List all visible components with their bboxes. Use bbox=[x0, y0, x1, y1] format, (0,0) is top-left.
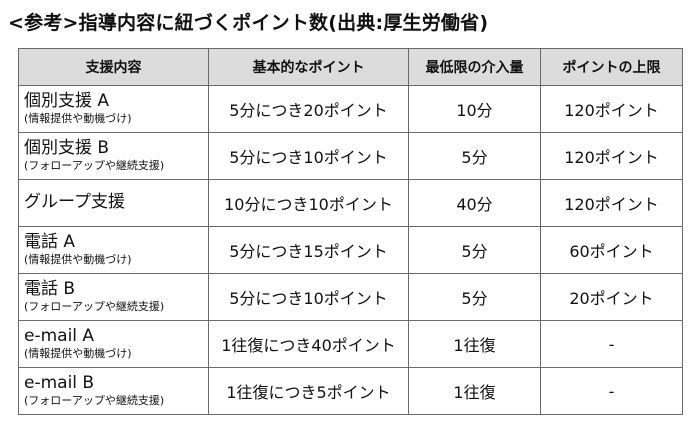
limit-cell: 60ポイント bbox=[540, 226, 683, 274]
header-basic-points: 基本的なポイント bbox=[208, 48, 409, 86]
table-row: 電話 B (フォローアップや継続支援) 5分につき10ポイント 5分 20ポイン… bbox=[18, 273, 683, 321]
header-point-limit: ポイントの上限 bbox=[540, 48, 683, 86]
basic-points-cell: 5分につき10ポイント bbox=[208, 132, 409, 180]
basic-points-cell: 5分につき20ポイント bbox=[208, 85, 409, 133]
table-row: グループ支援 10分につき10ポイント 40分 120ポイント bbox=[18, 179, 683, 227]
support-cell: グループ支援 bbox=[18, 179, 209, 227]
minimum-cell: 5分 bbox=[408, 132, 541, 180]
basic-points-cell: 10分につき10ポイント bbox=[208, 179, 409, 227]
table-row: 電話 A (情報提供や動機づけ) 5分につき15ポイント 5分 60ポイント bbox=[18, 226, 683, 274]
basic-points-cell: 5分につき15ポイント bbox=[208, 226, 409, 274]
support-name: 個別支援 A bbox=[24, 91, 110, 112]
minimum-cell: 5分 bbox=[408, 226, 541, 274]
minimum-cell: 1往復 bbox=[408, 367, 541, 415]
page-title: <参考>指導内容に紐づくポイント数(出典:厚生労働省) bbox=[8, 12, 489, 34]
header-minimum-intervention: 最低限の介入量 bbox=[408, 48, 541, 86]
table-row: 個別支援 A (情報提供や動機づけ) 5分につき20ポイント 10分 120ポイ… bbox=[18, 85, 683, 133]
support-name: e-mail B bbox=[24, 373, 95, 394]
minimum-cell: 10分 bbox=[408, 85, 541, 133]
support-subtitle: (情報提供や動機づけ) bbox=[24, 253, 132, 267]
support-name: 電話 B bbox=[24, 279, 76, 300]
support-cell: 電話 B (フォローアップや継続支援) bbox=[18, 273, 209, 321]
limit-cell: 120ポイント bbox=[540, 132, 683, 180]
minimum-cell: 5分 bbox=[408, 273, 541, 321]
support-name: 電話 A bbox=[24, 232, 76, 253]
support-name: 個別支援 B bbox=[24, 138, 110, 159]
support-subtitle: (フォローアップや継続支援) bbox=[24, 159, 165, 173]
points-table: 支援内容 基本的なポイント 最低限の介入量 ポイントの上限 個別支援 A (情報… bbox=[18, 48, 683, 415]
support-subtitle: (フォローアップや継続支援) bbox=[24, 394, 165, 408]
support-name: グループ支援 bbox=[24, 192, 125, 213]
support-cell: e-mail B (フォローアップや継続支援) bbox=[18, 367, 209, 415]
support-name: e-mail A bbox=[24, 326, 95, 347]
limit-cell: - bbox=[540, 320, 683, 368]
basic-points-cell: 5分につき10ポイント bbox=[208, 273, 409, 321]
limit-cell: 120ポイント bbox=[540, 85, 683, 133]
basic-points-cell: 1往復につき40ポイント bbox=[208, 320, 409, 368]
basic-points-cell: 1往復につき5ポイント bbox=[208, 367, 409, 415]
support-cell: 個別支援 A (情報提供や動機づけ) bbox=[18, 85, 209, 133]
header-row: 支援内容 基本的なポイント 最低限の介入量 ポイントの上限 bbox=[18, 48, 683, 86]
support-cell: e-mail A (情報提供や動機づけ) bbox=[18, 320, 209, 368]
support-subtitle: (情報提供や動機づけ) bbox=[24, 112, 132, 126]
support-subtitle: (フォローアップや継続支援) bbox=[24, 300, 165, 314]
header-support: 支援内容 bbox=[18, 48, 209, 86]
support-cell: 電話 A (情報提供や動機づけ) bbox=[18, 226, 209, 274]
minimum-cell: 1往復 bbox=[408, 320, 541, 368]
limit-cell: 120ポイント bbox=[540, 179, 683, 227]
table-row: 個別支援 B (フォローアップや継続支援) 5分につき10ポイント 5分 120… bbox=[18, 132, 683, 180]
table-row: e-mail B (フォローアップや継続支援) 1往復につき5ポイント 1往復 … bbox=[18, 367, 683, 415]
support-cell: 個別支援 B (フォローアップや継続支援) bbox=[18, 132, 209, 180]
minimum-cell: 40分 bbox=[408, 179, 541, 227]
support-subtitle: (情報提供や動機づけ) bbox=[24, 347, 132, 361]
limit-cell: 20ポイント bbox=[540, 273, 683, 321]
limit-cell: - bbox=[540, 367, 683, 415]
table-row: e-mail A (情報提供や動機づけ) 1往復につき40ポイント 1往復 - bbox=[18, 320, 683, 368]
